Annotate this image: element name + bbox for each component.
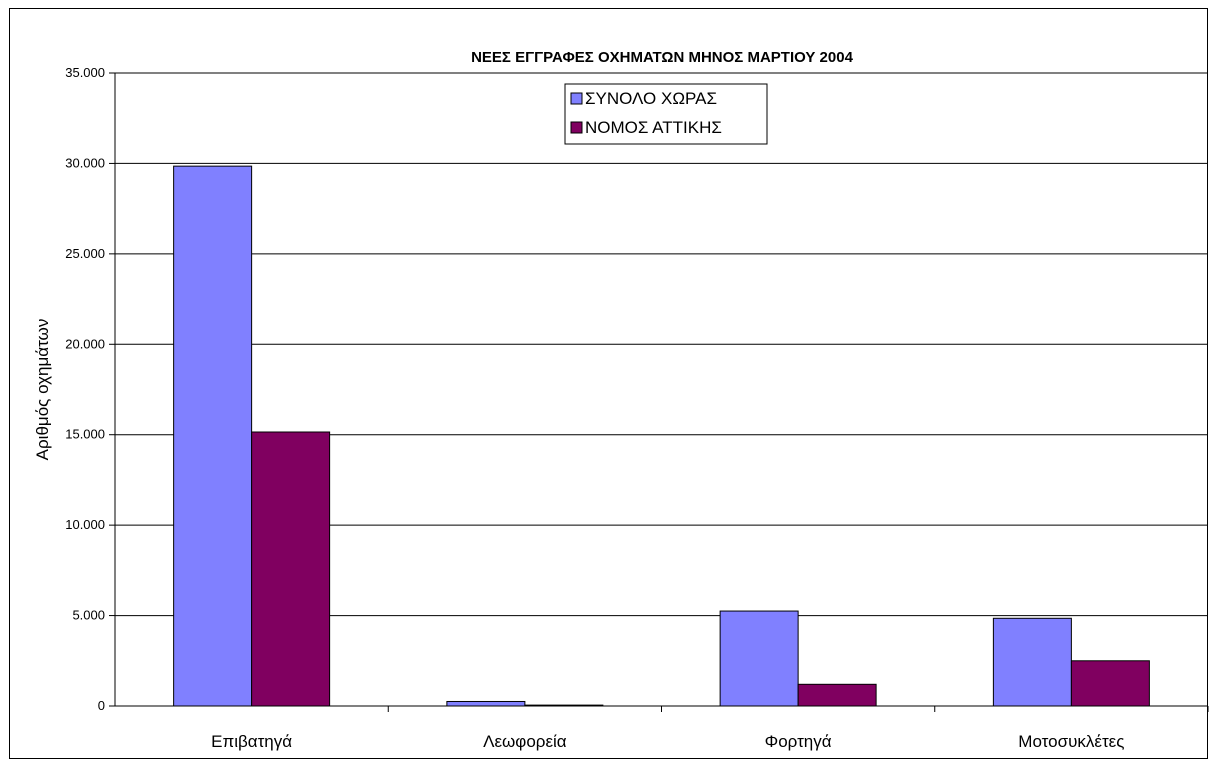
y-tick-label: 25.000 (65, 246, 105, 261)
y-axis-ticks: 0 5.000 10.000 15.000 20.000 25.000 30.000 35.0… (65, 65, 115, 713)
x-category-label: Φορτηγά (765, 732, 832, 751)
y-tick-label: 30.000 (65, 155, 105, 170)
x-category-label: Μοτοσυκλέτες (1018, 732, 1124, 751)
y-tick-label: 20.000 (65, 336, 105, 351)
y-tick-label: 0 (98, 698, 105, 713)
legend: ΣΥΝΟΛΟ ΧΩΡΑΣ ΝΟΜΟΣ ΑΤΤΙΚΗΣ (564, 83, 768, 145)
x-category-label: Επιβατηγά (211, 732, 292, 751)
bars (173, 165, 1150, 707)
y-tick-label: 15.000 (65, 427, 105, 442)
y-tick-label: 5.000 (72, 608, 105, 623)
bar-nomos-attikis (251, 431, 331, 707)
bar-synolo-xoras (719, 610, 799, 707)
bar-nomos-attikis (1070, 660, 1150, 707)
bar-synolo-xoras (992, 617, 1072, 707)
bar-synolo-xoras (446, 700, 526, 707)
x-category-label: Λεωφορεία (483, 732, 567, 751)
y-axis-label: Αριθμός οχημάτων (33, 319, 52, 461)
legend-label: ΣΥΝΟΛΟ ΧΩΡΑΣ (585, 89, 717, 108)
y-tick-label: 35.000 (65, 65, 105, 80)
chart-title: ΝΕΕΣ ΕΓΓΡΑΦΕΣ ΟΧΗΜΑΤΩΝ ΜΗΝΟΣ ΜΑΡΤΙΟΥ 200… (471, 49, 853, 66)
legend-swatch (570, 121, 583, 134)
bar-nomos-attikis (797, 683, 877, 707)
legend-label: ΝΟΜΟΣ ΑΤΤΙΚΗΣ (585, 118, 722, 137)
legend-swatch (570, 92, 583, 105)
y-tick-label: 10.000 (65, 517, 105, 532)
x-axis-categories: Επιβατηγά Λεωφορεία Φορτηγά Μοτοσυκλέτες (211, 706, 1209, 751)
bar-synolo-xoras (173, 165, 253, 707)
legend-box (564, 83, 768, 145)
